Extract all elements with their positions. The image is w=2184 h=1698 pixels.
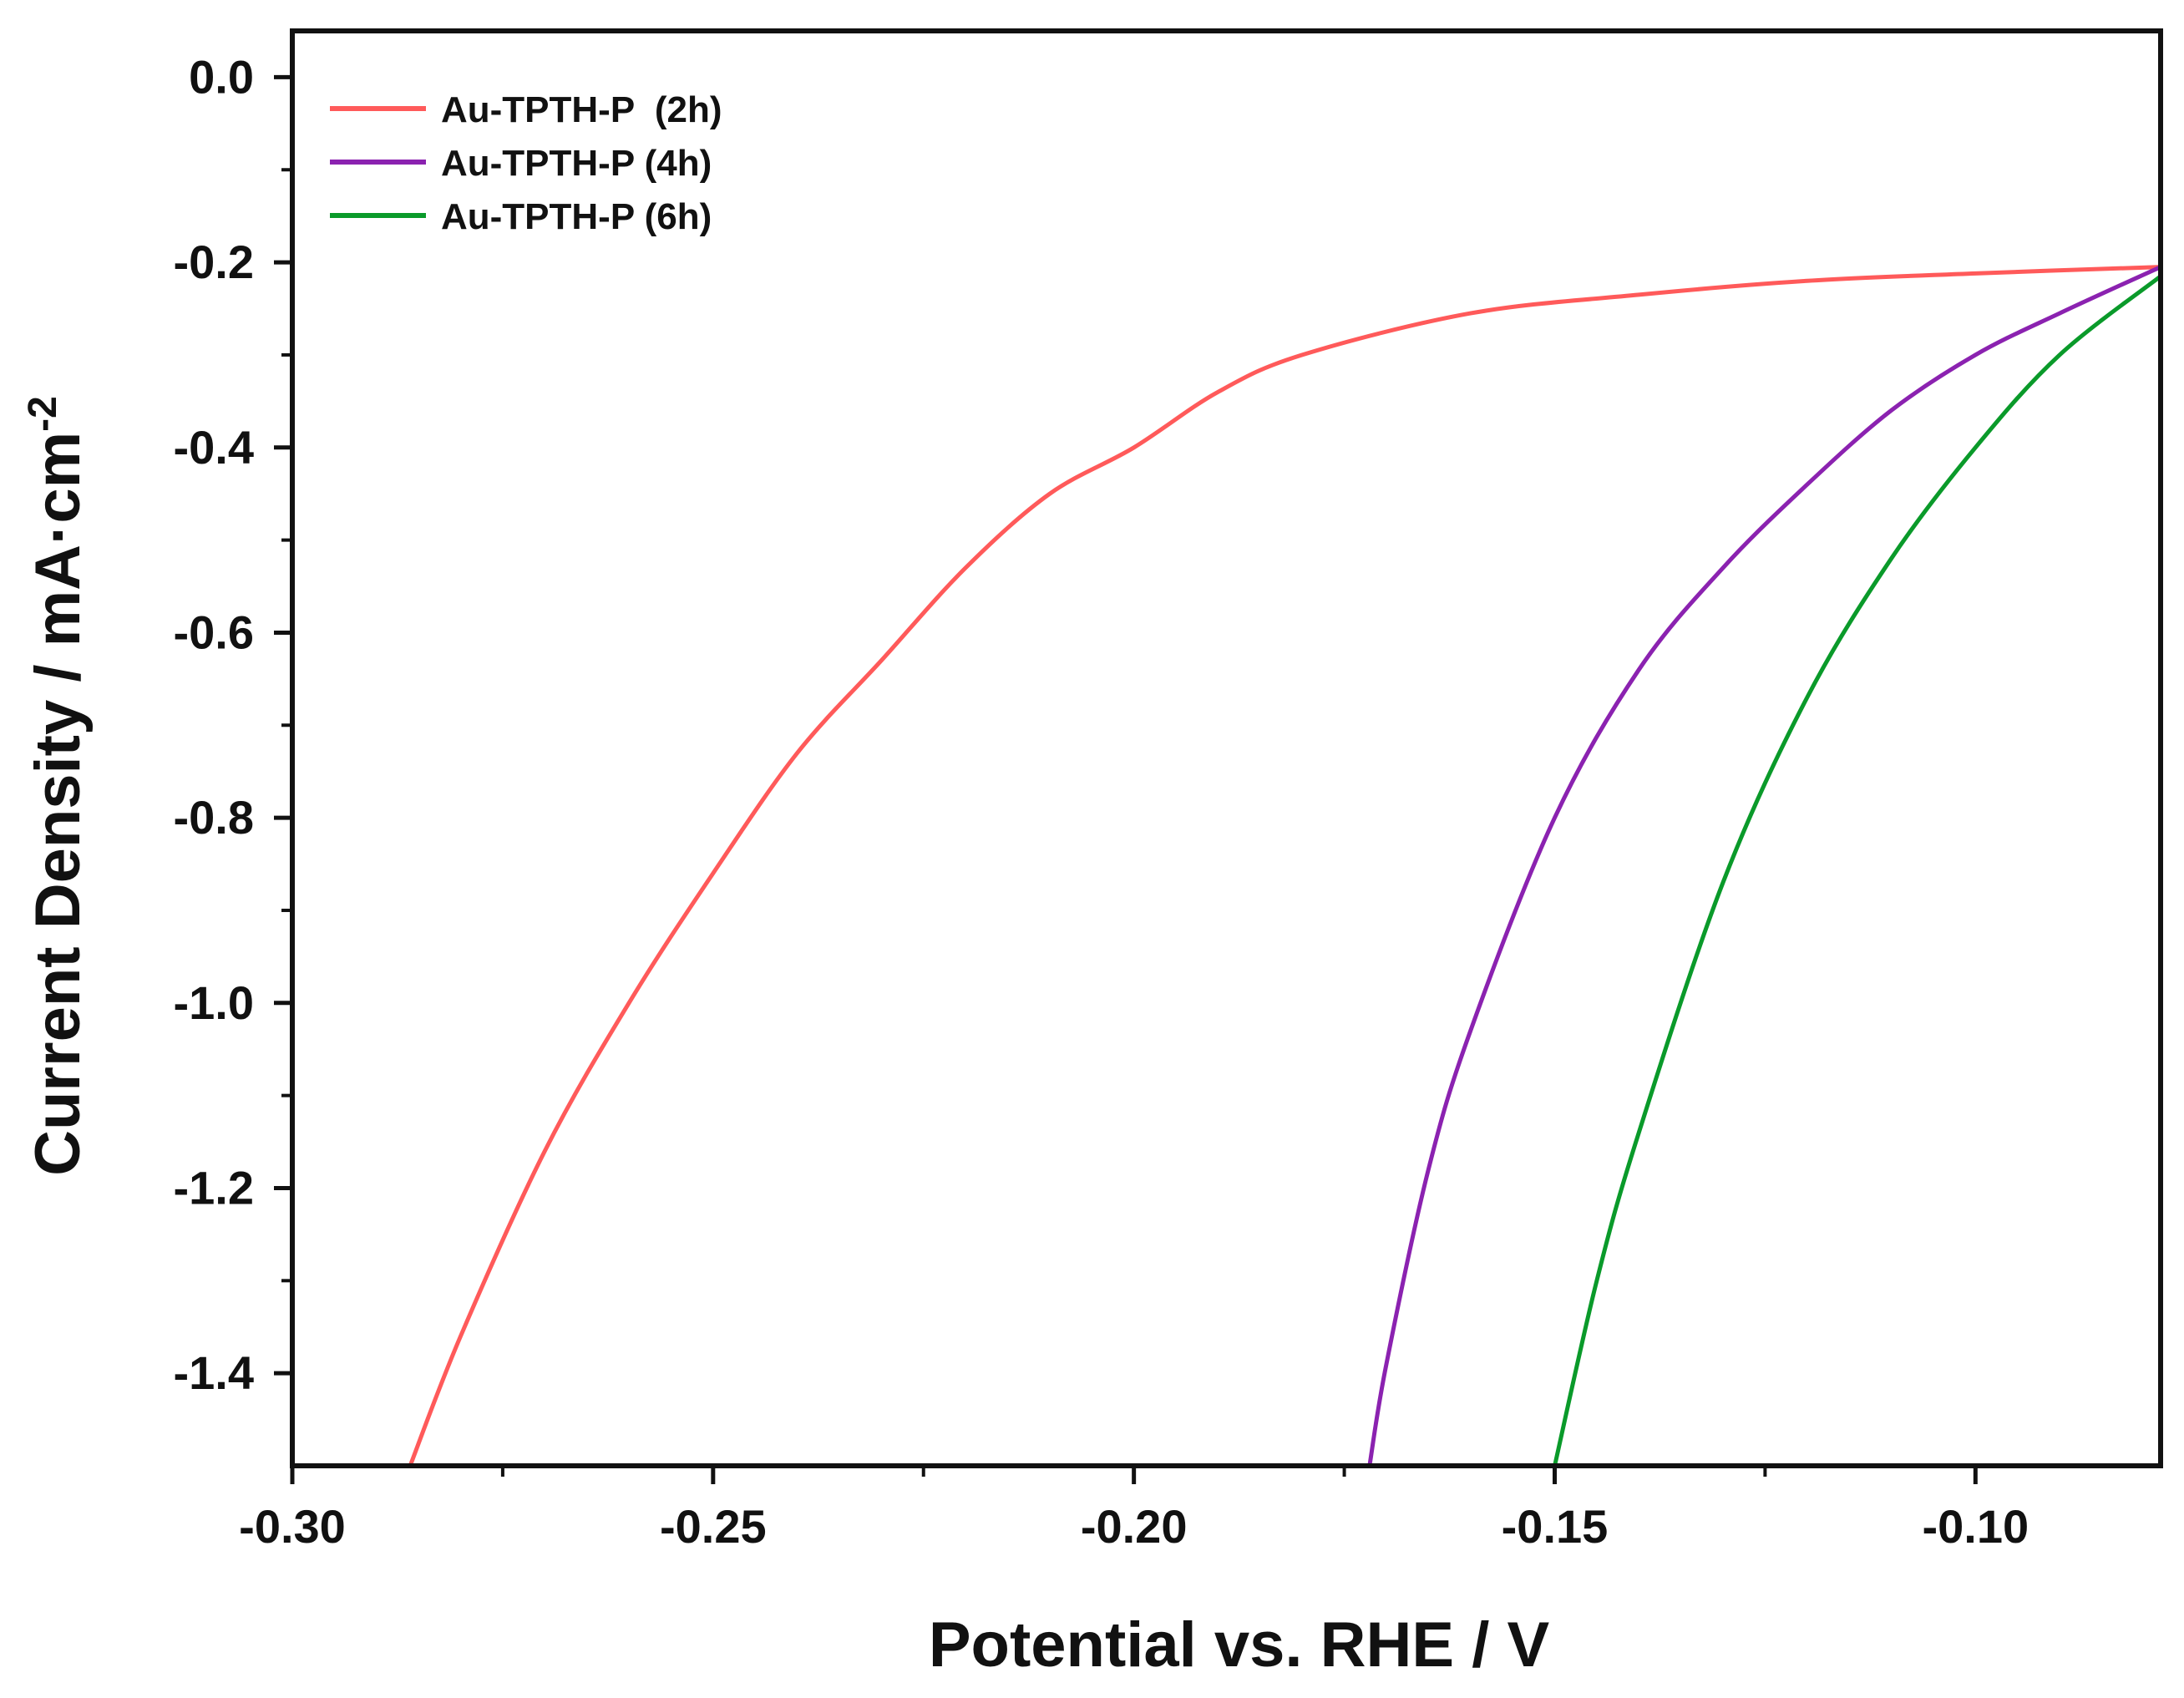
y-tick-label: -0.2	[174, 236, 255, 288]
x-tick-label: -0.25	[660, 1500, 767, 1553]
x-tick-label: -0.10	[1922, 1500, 2029, 1553]
labels-layer: -0.30 -0.25 -0.20 -0.15 -0.10 0.0 -0.2 -0.4 -0.6…	[174, 50, 2029, 1553]
ticks-layer	[274, 74, 1978, 1484]
y-axis-title-main: Current Density / mA·cm	[23, 432, 94, 1176]
series-line-1	[408, 265, 2161, 1466]
y-axis-title: Current Density / mA·cm-2	[21, 396, 94, 1176]
y-tick-label: 0.0	[189, 50, 254, 103]
y-tick-label: -0.4	[174, 421, 255, 474]
plot-frame	[290, 28, 2163, 1468]
legend: Au-TPTH-P (2h) Au-TPTH-P (4h) Au-TPTH-P (6…	[330, 89, 722, 237]
y-tick-label: -1.4	[174, 1346, 255, 1399]
x-axis-title: Potential vs. RHE / V	[929, 1609, 1550, 1680]
y-tick-label: -0.8	[174, 791, 255, 844]
y-tick-label: -1.2	[174, 1161, 255, 1214]
legend-label-2: Au-TPTH-P (4h)	[441, 143, 712, 184]
y-tick-label: -1.0	[174, 976, 255, 1029]
series-layer	[408, 265, 2161, 1466]
y-axis-title-superscript: -2	[21, 396, 65, 432]
y-tick-label: -0.6	[174, 606, 255, 658]
legend-label-3: Au-TPTH-P (6h)	[441, 196, 712, 237]
x-tick-label: -0.20	[1081, 1500, 1188, 1553]
x-tick-label: -0.30	[239, 1500, 346, 1553]
x-tick-label: -0.15	[1502, 1500, 1609, 1553]
legend-label-1: Au-TPTH-P (2h)	[441, 89, 722, 130]
series-line-3	[1553, 274, 2161, 1466]
series-line-2	[1367, 265, 2161, 1466]
